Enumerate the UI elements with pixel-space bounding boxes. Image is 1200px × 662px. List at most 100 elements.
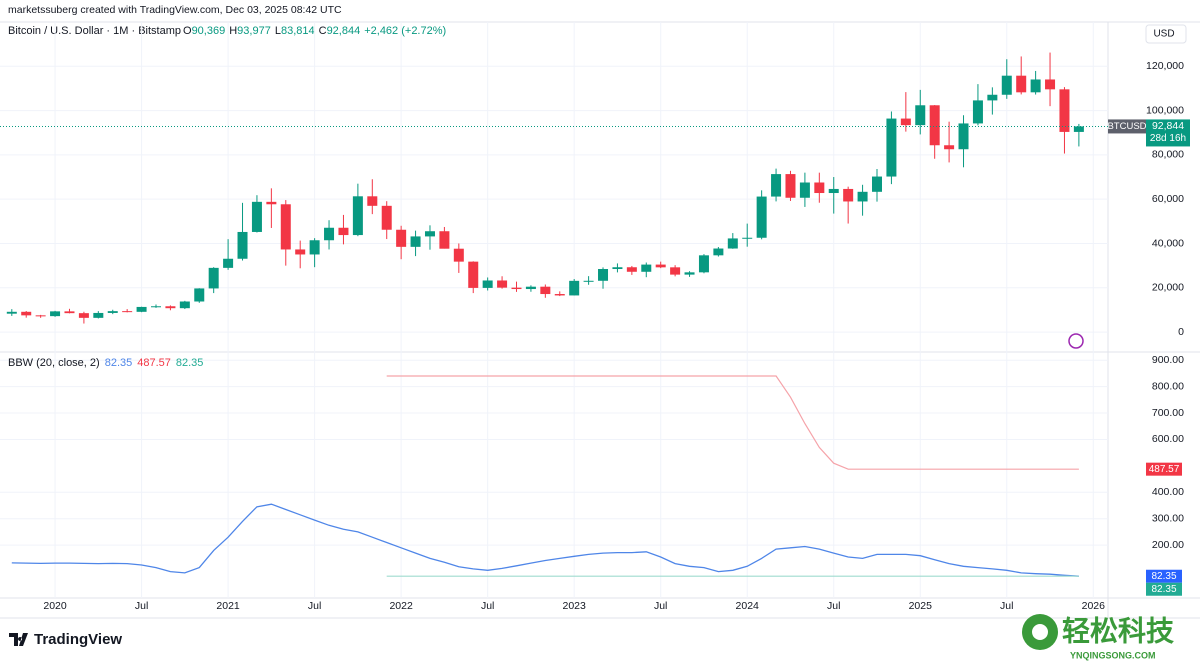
- watermark-icon-inner: [1032, 624, 1048, 640]
- ohlc-value: 93,977: [237, 25, 271, 37]
- candle-body: [872, 176, 882, 192]
- candle-body: [857, 191, 868, 202]
- candle-body: [814, 182, 825, 194]
- candle-body: [1073, 126, 1084, 132]
- y-tick-label: 0: [1178, 326, 1184, 338]
- candle-body: [453, 248, 464, 262]
- x-tick-label: 2026: [1082, 600, 1106, 612]
- candle-body: [179, 301, 190, 309]
- candle-body: [727, 238, 738, 249]
- candle-body: [424, 231, 435, 237]
- logo-mark: [9, 633, 28, 646]
- candle-body: [266, 201, 277, 205]
- candle-body: [958, 123, 969, 150]
- candle-body: [1001, 75, 1012, 95]
- candle-body: [569, 280, 580, 296]
- candle-body: [756, 196, 767, 238]
- x-tick-label: 2022: [389, 600, 413, 612]
- candle-body: [828, 188, 839, 194]
- candle-body: [468, 261, 479, 288]
- x-tick-label: 2023: [563, 600, 587, 612]
- candle-body: [612, 267, 623, 270]
- y-tick-label: 300.00: [1152, 513, 1184, 525]
- candle-body: [6, 311, 17, 314]
- value-tag: [1146, 582, 1182, 596]
- price-tag-text: 92,844: [1152, 120, 1184, 132]
- price-tag: [1146, 119, 1190, 147]
- candle-body: [915, 105, 926, 126]
- candle-body: [598, 269, 609, 281]
- candle-body: [886, 118, 897, 177]
- candle-body: [396, 229, 407, 247]
- x-tick-label: Jul: [654, 600, 667, 612]
- candle-body: [626, 267, 637, 272]
- candle-body: [655, 264, 666, 268]
- change: +2,462 (+2.72%): [364, 25, 446, 37]
- y-tick-label: 600.00: [1152, 433, 1184, 445]
- ohlc-key: H: [229, 25, 237, 37]
- x-tick-label: 2024: [736, 600, 760, 612]
- candle-body: [583, 280, 594, 282]
- ohlc-value: 83,814: [281, 25, 315, 37]
- candle-body: [122, 311, 133, 313]
- candle-body: [525, 286, 536, 290]
- candle-body: [251, 201, 262, 232]
- y-tick-label: 40,000: [1152, 237, 1184, 249]
- candle-body: [165, 306, 176, 309]
- candle-body: [439, 231, 450, 249]
- candle-body: [324, 227, 335, 241]
- y-tick-label: 200.00: [1152, 539, 1184, 551]
- candle-body: [107, 311, 118, 313]
- legend-value: 82.35: [176, 357, 204, 369]
- y-tick-label: 400.00: [1152, 486, 1184, 498]
- candle-body: [381, 205, 392, 230]
- candle-body: [929, 105, 940, 146]
- candle-body: [987, 94, 998, 101]
- candle-body: [1030, 79, 1041, 93]
- candle-body: [1045, 79, 1056, 90]
- legend-value: 82.35: [105, 357, 133, 369]
- candle-body: [78, 313, 89, 318]
- candle-body: [1059, 89, 1070, 132]
- indicator-title: BBW (20, close, 2): [8, 357, 100, 369]
- candle-body: [223, 258, 234, 268]
- y-tick-label: 700.00: [1152, 407, 1184, 419]
- candle-body: [64, 311, 75, 314]
- candle-body: [972, 100, 983, 124]
- x-tick-label: Jul: [827, 600, 840, 612]
- countdown: 28d 16h: [1150, 133, 1186, 144]
- candle-body: [208, 267, 219, 289]
- ohlc-key: L: [275, 25, 281, 37]
- candle-body: [352, 196, 363, 236]
- candle-body: [21, 311, 32, 316]
- ohlc-value: 90,369: [192, 25, 226, 37]
- candle-body: [35, 315, 46, 317]
- candle-body: [511, 287, 522, 290]
- candle-body: [698, 255, 709, 273]
- currency-box[interactable]: [1145, 24, 1187, 44]
- candle-body: [482, 280, 493, 288]
- x-tick-label: 2021: [216, 600, 240, 612]
- candle-body: [900, 118, 911, 126]
- symbol-legend: Bitcoin / U.S. Dollar · 1M · Bitstamp: [8, 25, 181, 37]
- candle-body: [237, 231, 248, 259]
- candle-body: [367, 196, 378, 206]
- value-tag: [1146, 569, 1182, 583]
- y-tick-label: 80,000: [1152, 149, 1184, 161]
- x-tick-label: Jul: [308, 600, 321, 612]
- brand: TradingView: [34, 631, 122, 648]
- candle-body: [410, 236, 421, 247]
- candle-body: [554, 294, 565, 296]
- x-tick-label: Jul: [481, 600, 494, 612]
- x-tick-label: Jul: [135, 600, 148, 612]
- currency: USD: [1153, 29, 1174, 40]
- candle-body: [713, 248, 724, 256]
- tv-icon: [1068, 333, 1084, 349]
- ohlc-key: O: [183, 25, 192, 37]
- attribution: marketssuberg created with TradingView.c…: [8, 4, 342, 16]
- brand-logo: [9, 633, 28, 646]
- candle-body: [151, 306, 161, 308]
- y-tick-label: 60,000: [1152, 193, 1184, 205]
- ohlc-value: 92,844: [327, 25, 361, 37]
